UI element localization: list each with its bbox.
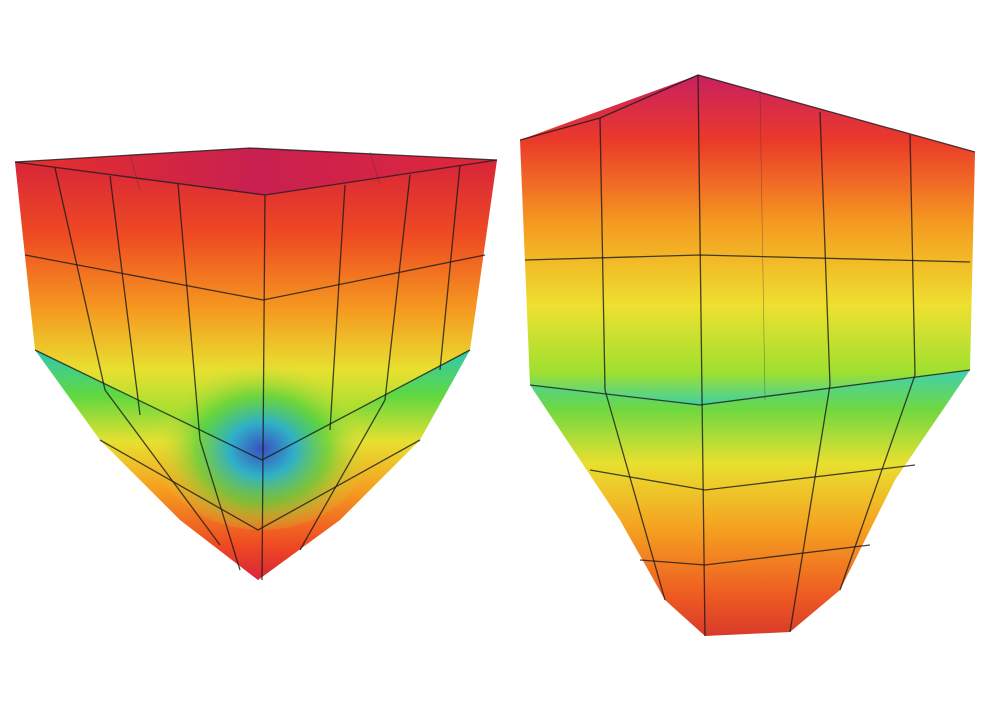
left-upper-wall — [15, 160, 497, 460]
left-top-face — [15, 148, 497, 195]
left-hopper-vee — [152, 350, 372, 530]
left-silo — [14, 147, 498, 581]
right-hopper — [530, 370, 970, 636]
left-mesh — [14, 147, 498, 581]
right-mesh — [519, 74, 976, 637]
right-upper-wall — [520, 75, 975, 405]
right-silo — [519, 74, 976, 637]
